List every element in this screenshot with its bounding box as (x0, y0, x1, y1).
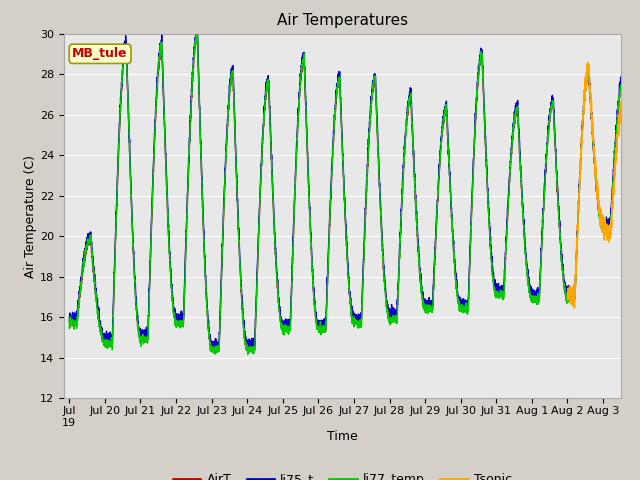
Title: Air Temperatures: Air Temperatures (277, 13, 408, 28)
Y-axis label: Air Temperature (C): Air Temperature (C) (24, 155, 37, 277)
Text: MB_tule: MB_tule (72, 48, 128, 60)
X-axis label: Time: Time (327, 431, 358, 444)
Legend: AirT, li75_t, li77_temp, Tsonic: AirT, li75_t, li77_temp, Tsonic (168, 468, 517, 480)
